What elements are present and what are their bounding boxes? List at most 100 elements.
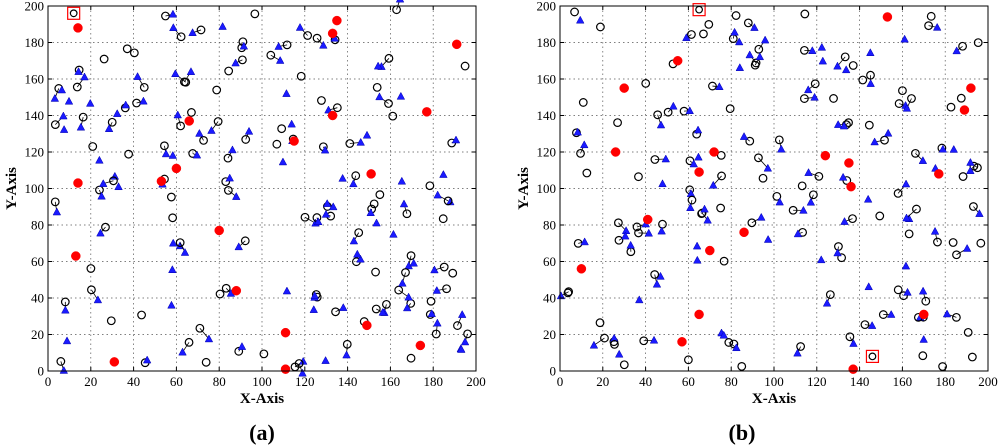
x-tick-label: 40 [127,374,140,389]
estimated-node [382,299,391,309]
true-node [168,150,178,159]
true-node [777,144,786,153]
estimated-node [87,285,96,295]
estimated-node [570,7,579,17]
true-node [919,334,928,343]
estimated-node [687,195,697,205]
estimated-node [737,361,747,371]
anchor-node-point [610,147,621,157]
estimated-node [175,238,185,248]
true-node [901,261,911,270]
estimated-node [56,357,66,366]
true-node [817,255,826,264]
estimated-node [72,82,82,92]
y-tick-label: 120 [25,145,45,160]
estimated-node [729,339,739,349]
true-node [86,98,95,107]
true-node [652,279,662,288]
x-tick-label: 180 [935,374,955,389]
true-node [142,355,152,364]
anchor-node-point [844,158,854,168]
estimated-node [109,176,118,186]
true-node [902,103,912,112]
estimated-node [425,181,435,191]
true-node [402,303,412,312]
true-node [207,126,216,134]
y-tick-label: 100 [25,181,45,196]
estimated-node [296,71,306,81]
chart-panel-b: 0 20 40 60 80 100 120 140 160 180 200 0 20 40 60 80 100 1… [516,0,998,445]
estimated-node [342,339,352,349]
estimated-node [704,20,714,29]
estimated-node [697,209,706,219]
anchor-node-point [882,12,893,22]
estimated-node [641,78,651,88]
y-tick-label: 20 [31,327,44,342]
estimated-node [600,333,609,343]
true-node [793,348,802,357]
true-node [806,197,816,206]
estimated-node [139,82,149,92]
true-node [903,287,912,296]
estimated-node [443,196,453,206]
y-tick-label: 0 [38,364,45,379]
true-node [121,100,130,109]
true-node [656,120,666,129]
true-node [975,209,984,217]
true-node [322,199,332,207]
true-node [866,48,875,57]
anchor-node-point [73,23,83,33]
estimated-node [745,136,755,146]
estimated-node [845,332,855,342]
true-node [99,179,108,187]
true-node [901,179,911,188]
true-node [952,46,961,55]
base-station-square [692,3,706,17]
estimated-node [743,18,753,28]
true-node [866,79,875,87]
true-node [161,149,171,158]
estimated-node [619,360,629,370]
estimated-node [708,81,717,91]
true-node [404,292,413,301]
estimated-node [212,85,222,95]
x-tick-label: 60 [682,374,695,389]
estimated-node [187,108,196,117]
estimated-node [788,205,798,215]
x-tick-label: 20 [596,374,609,389]
y-tick-label: 80 [31,218,44,233]
estimated-node [825,290,835,300]
x-tick-label: 160 [893,374,913,389]
chart-panel-a: 0 20 40 60 80 100 120 140 160 180 200 0 20 40 60 80 100 1… [4,0,486,445]
anchor-node-point [705,245,715,256]
true-node [763,234,773,243]
true-node [609,333,619,342]
true-node [635,295,644,304]
estimated-node [699,29,708,39]
estimated-node [864,120,874,130]
sensor-field [556,7,986,371]
estimated-node [898,86,907,95]
true-node [309,305,318,313]
true-node [719,330,728,339]
true-node [589,340,599,349]
anchor-node-point [619,83,629,93]
true-node [433,190,442,199]
estimated-node [460,61,470,71]
y-axis-label: Y-Axis [516,167,532,210]
anchor-node-point [156,176,167,186]
true-node [576,15,585,24]
true-node [818,56,828,65]
true-node [735,63,745,71]
true-node [396,91,406,100]
estimated-node [99,54,109,64]
true-node [682,33,691,41]
true-node [319,40,328,49]
true-node [313,217,323,226]
true-node [839,121,849,130]
estimated-node [86,264,96,273]
true-node [378,307,387,316]
true-node [173,110,182,119]
true-node [133,72,142,80]
anchor-node-point [289,136,299,146]
